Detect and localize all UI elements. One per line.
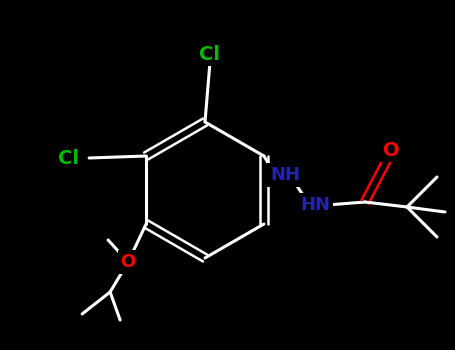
Text: NH: NH: [270, 166, 300, 184]
Text: O: O: [383, 140, 399, 160]
Text: Cl: Cl: [199, 44, 221, 63]
Text: O: O: [121, 253, 136, 271]
Text: Cl: Cl: [58, 148, 79, 168]
Text: HN: HN: [300, 196, 330, 214]
